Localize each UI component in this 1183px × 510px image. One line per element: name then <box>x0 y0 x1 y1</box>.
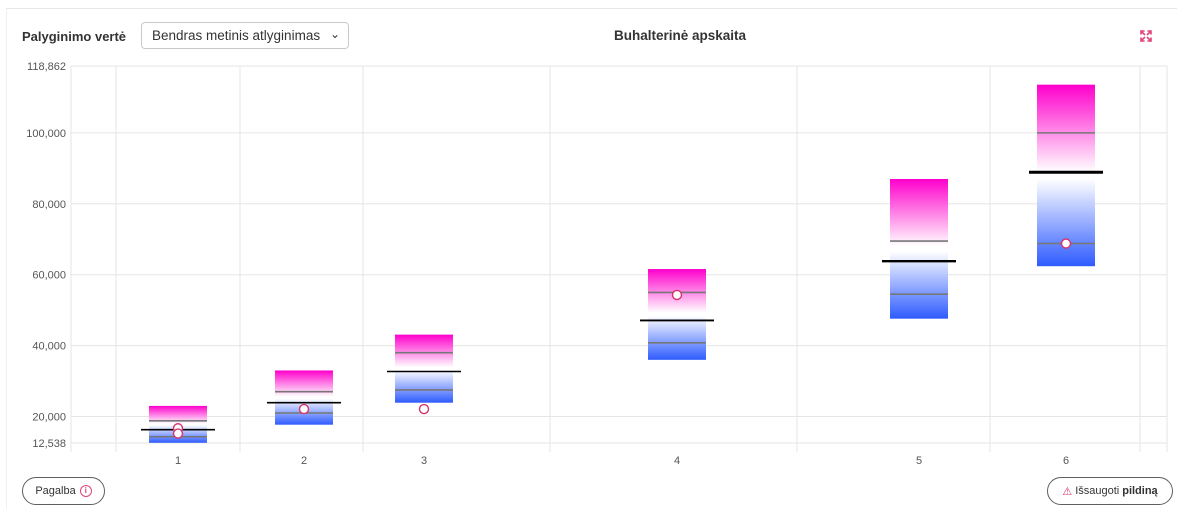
y-tick-label: 40,000 <box>32 341 66 353</box>
chart-toolbar: Palyginimo vertė Bendras metinis atlygin… <box>0 0 1183 62</box>
y-tick-label: 80,000 <box>32 199 66 211</box>
box <box>890 178 948 319</box>
save-draft-button[interactable]: ⚠ Išsaugoti pildiną <box>1047 477 1173 505</box>
x-tick-label: 3 <box>421 455 427 467</box>
value-marker <box>671 289 683 301</box>
value-marker <box>298 403 310 415</box>
value-marker <box>418 403 430 415</box>
x-tick-label: 6 <box>1063 455 1069 467</box>
y-tick-label: 12,538 <box>32 438 66 450</box>
x-tick-label: 5 <box>916 455 922 467</box>
warning-icon: ⚠ <box>1062 485 1073 498</box>
box <box>1037 84 1095 267</box>
comparison-select-value: Bendras metinis atlyginimas <box>152 28 321 43</box>
help-button[interactable]: Pagalba i <box>22 477 105 505</box>
box <box>395 334 453 403</box>
x-tick-label: 2 <box>301 455 307 467</box>
comparison-select[interactable]: Bendras metinis atlyginimas ⌄ <box>141 22 349 49</box>
help-button-label: Pagalba <box>35 485 76 497</box>
expand-arrows-icon[interactable] <box>1139 29 1153 43</box>
panel-frame <box>6 8 1177 509</box>
comparison-label: Palyginimo vertė <box>22 29 127 44</box>
info-icon: i <box>79 485 92 497</box>
x-tick-label: 1 <box>175 455 181 467</box>
save-button-bold: pildiną <box>1122 485 1158 497</box>
box <box>648 269 706 360</box>
save-button-prefix: Išsaugoti <box>1075 485 1120 497</box>
y-tick-label: 118,862 <box>27 61 66 73</box>
value-marker <box>1060 238 1072 249</box>
value-marker <box>172 428 184 439</box>
box <box>275 370 333 425</box>
chevron-down-icon: ⌄ <box>329 27 340 41</box>
y-tick-label: 20,000 <box>32 412 66 424</box>
y-tick-label: 100,000 <box>26 128 66 140</box>
y-tick-label: 60,000 <box>32 270 66 282</box>
chart-title: Buhalterinė apskaita <box>613 28 747 43</box>
x-tick-label: 4 <box>674 455 680 467</box>
